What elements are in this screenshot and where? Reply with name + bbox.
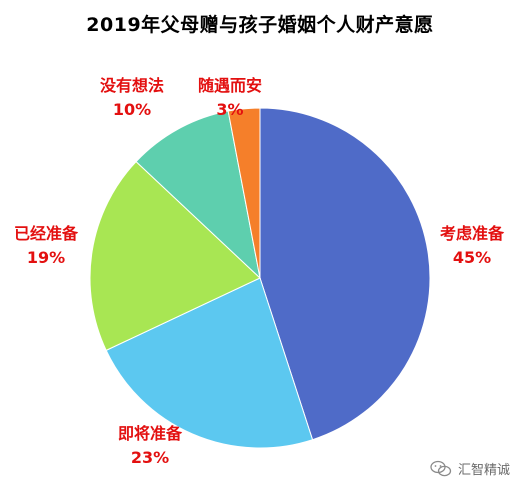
wechat-icon	[430, 460, 452, 478]
slice-label-name: 即将准备	[117, 424, 183, 443]
slice-label-value: 3%	[216, 100, 244, 119]
slice-label: 即将准备 23%	[118, 422, 182, 470]
slice-label: 随遇而安 3%	[198, 74, 262, 122]
slice-label-value: 45%	[452, 248, 492, 267]
pie-slice	[227, 107, 261, 279]
slice-label-value: 23%	[130, 448, 170, 467]
watermark: 汇智精诚	[430, 459, 510, 478]
pie-slice	[105, 277, 314, 449]
slice-label-value: 19%	[26, 248, 66, 267]
watermark-text: 汇智精诚	[457, 463, 510, 478]
pie-slice	[89, 160, 261, 352]
slice-label-name: 考虑准备	[439, 224, 505, 243]
pie-slice	[135, 110, 261, 280]
slice-label: 已经准备 19%	[14, 222, 78, 270]
pie-slice	[259, 107, 431, 441]
slice-label-value: 10%	[112, 100, 152, 119]
slice-label-name: 随遇而安	[197, 76, 263, 95]
chart-title: 2019年父母赠与孩子婚姻个人财产意愿	[86, 14, 434, 36]
slice-label: 没有想法 10%	[100, 74, 164, 122]
slice-label-name: 已经准备	[13, 224, 79, 243]
slice-label-name: 没有想法	[99, 76, 165, 95]
slice-label: 考虑准备 45%	[440, 222, 504, 270]
